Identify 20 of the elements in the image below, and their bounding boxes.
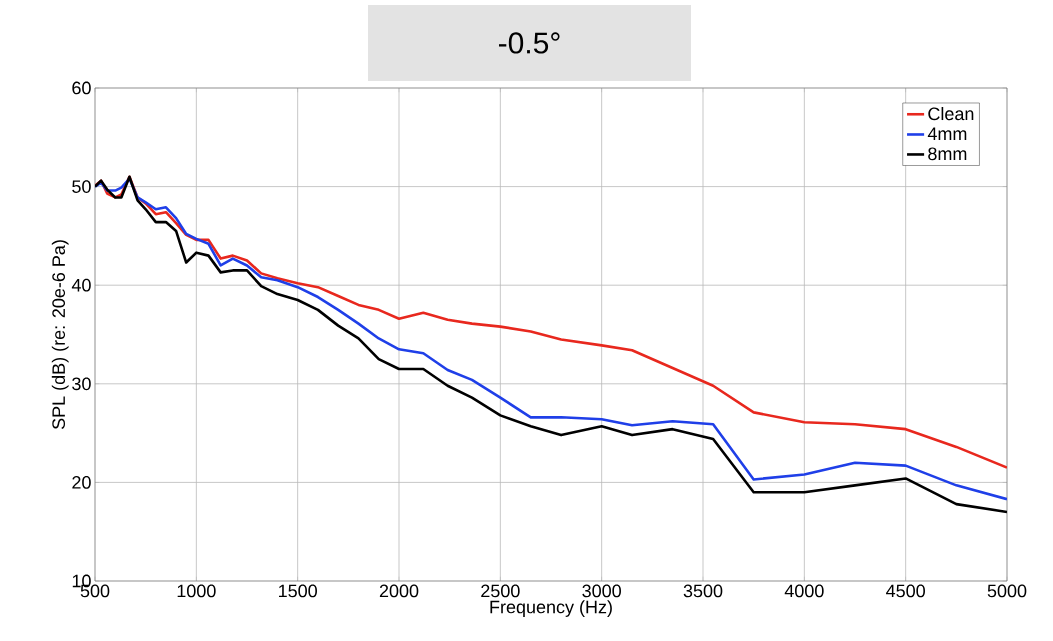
y-tick-label: 20	[72, 476, 91, 489]
x-tick-label: 4500	[886, 584, 925, 598]
x-tick-label: 3000	[582, 584, 621, 598]
legend-label: 4mm	[927, 127, 967, 140]
x-tick-label: 5000	[987, 584, 1027, 598]
x-tick-label: 3500	[683, 584, 723, 598]
x-axis-title: Frequency (Hz)	[490, 600, 612, 617]
y-axis-title: SPL (dB) (re: 20e-6 Pa)	[51, 240, 69, 430]
legend-label: Clean	[928, 106, 974, 121]
y-tick-label: 60	[72, 81, 91, 95]
chart-title: -0.5°	[498, 32, 560, 54]
y-tick-label: 40	[71, 278, 91, 292]
x-tick-label: 1000	[177, 584, 216, 598]
y-tick-label: 30	[72, 377, 91, 391]
x-tick-label: 2500	[481, 584, 520, 598]
x-tick-label: 1500	[279, 584, 317, 598]
x-tick-label: 4000	[784, 584, 824, 598]
legend-label: 8mm	[928, 147, 967, 161]
x-tick-label: 2000	[379, 584, 419, 598]
y-tick-label: 50	[72, 180, 91, 193]
